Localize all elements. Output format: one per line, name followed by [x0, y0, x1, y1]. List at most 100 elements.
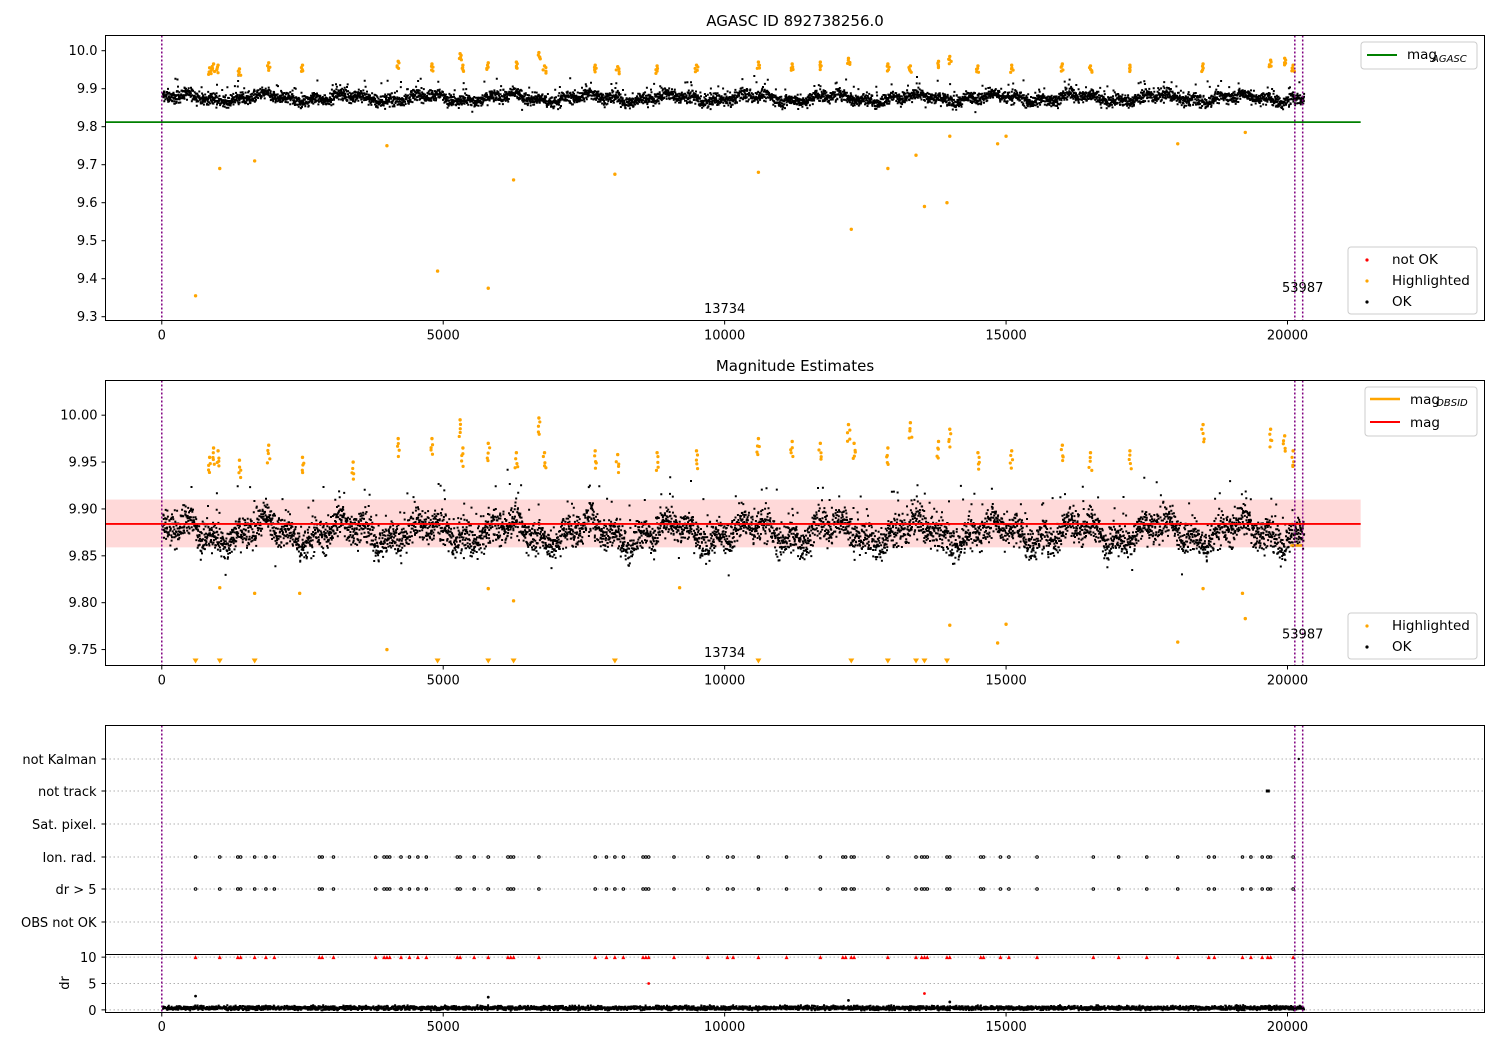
highlighted-point [693, 70, 698, 74]
dr-gt-5-flag [264, 887, 268, 891]
highlighted-point [852, 441, 856, 446]
x-tick-label: 5000 [427, 329, 460, 344]
highlighted-point [1059, 65, 1063, 69]
dr-over-range-marker [784, 955, 789, 960]
dr-gt-5-flag [593, 887, 597, 891]
dr-gt-5-flag [238, 887, 243, 891]
legend2-black-point-swatch [1365, 645, 1369, 649]
legend-mag-obsid-subscript: OBSID [1436, 398, 1468, 409]
dr-over-range-marker [424, 955, 429, 960]
highlighted-point [853, 450, 857, 454]
dr-over-range-marker [818, 955, 823, 960]
dr-gt-5-flag [925, 887, 930, 891]
highlighted-point [789, 68, 793, 72]
x-tick-label: 5000 [427, 674, 460, 689]
highlighted-point [541, 68, 545, 72]
highlighted-point [845, 439, 850, 443]
ion-rad-flag [272, 855, 277, 859]
highlighted-point [217, 456, 221, 460]
highlighted-outlier [252, 159, 257, 163]
dr-over-range-marker [843, 955, 848, 960]
highlighted-outlier [218, 166, 222, 171]
x-tick-label: 20000 [1267, 329, 1308, 344]
highlighted-point [756, 452, 760, 457]
highlighted-point [694, 458, 699, 462]
highlighted-point [461, 63, 465, 67]
ion-rad-flag [331, 855, 336, 859]
highlighted-point [266, 448, 270, 453]
dr-gt-5-flag [981, 887, 986, 891]
panel1-annotation-13734: 13734 [704, 302, 745, 317]
dr-gt-5-flag [947, 887, 952, 891]
highlighted-point [695, 462, 699, 466]
highlighted-point [458, 427, 462, 431]
dr-gt-5-flag [725, 887, 730, 891]
off-scale-marker [510, 658, 517, 664]
x-tick-label: 10000 [704, 329, 745, 344]
dr-gt-5-flag [511, 887, 516, 891]
highlighted-point [237, 465, 242, 469]
dr-gt-5-flag [646, 887, 651, 891]
dr-over-range-marker [387, 955, 392, 960]
highlighted-point [397, 61, 401, 65]
dr-over-range-marker [252, 955, 257, 960]
highlighted-point [1011, 68, 1015, 72]
highlighted-point [215, 68, 219, 72]
dr-over-range-marker [1240, 955, 1245, 960]
dr-over-range-marker [1212, 955, 1217, 960]
dr-gt-5-flag [998, 887, 1003, 891]
highlighted-point [1088, 455, 1092, 460]
panel1-line-legend: mag AGASC [1360, 41, 1478, 70]
ion-rad-flag [373, 855, 378, 859]
dr-gt-5-flag [756, 887, 761, 891]
highlighted-point [237, 458, 242, 462]
x-tick-label: 20000 [1267, 674, 1308, 689]
dr-gt-5-flag [852, 887, 856, 891]
dr-gt-5-flag [1291, 887, 1295, 891]
highlighted-point [694, 449, 699, 453]
dr-gt-5-flag [472, 887, 476, 891]
x-tick-label: 0 [158, 329, 166, 344]
dr-over-range-marker [1260, 955, 1265, 960]
highlighted-point [1009, 453, 1013, 458]
highlighted-point [397, 448, 401, 452]
off-scale-marker [192, 658, 199, 664]
highlighted-point [1061, 458, 1065, 463]
highlighted-point [1291, 449, 1295, 453]
highlighted-point [1088, 459, 1092, 463]
dr-over-range-marker [756, 955, 761, 960]
ion-rad-flag [593, 855, 597, 859]
highlighted-point [1008, 461, 1012, 465]
ion-rad-flag [981, 855, 986, 859]
ion-rad-flag [978, 855, 983, 859]
highlighted-point [593, 454, 597, 458]
highlighted-outlier [948, 134, 952, 138]
highlighted-point [818, 60, 823, 64]
highlighted-point [211, 457, 215, 462]
ion-rad-flag [264, 855, 268, 859]
highlighted-point [947, 62, 951, 66]
dr-over-range-marker [725, 955, 730, 960]
highlighted-point [1290, 455, 1294, 459]
highlighted-point [485, 67, 489, 72]
highlighted-point [217, 464, 221, 468]
dr-over-range-marker [536, 955, 541, 960]
ion-rad-flag [317, 855, 322, 859]
dr-over-range-marker [919, 955, 924, 960]
highlighted-point [1087, 465, 1091, 470]
ion-rad-flag [925, 855, 930, 859]
ion-rad-flag [193, 855, 198, 859]
highlighted-outlier [1201, 586, 1205, 591]
dr-tick-label: 10 [80, 951, 97, 966]
ion-rad-flag [217, 855, 222, 859]
highlighted-point [1010, 63, 1014, 67]
dr-over-range-marker [1116, 955, 1121, 960]
panel2-annotation-53987: 53987 [1282, 627, 1323, 642]
dr-gt-5-flag [486, 887, 491, 891]
highlighted-point [908, 426, 912, 431]
dr-outlier-point [923, 992, 926, 995]
ion-rad-flag [416, 855, 420, 859]
dr-over-range-marker [320, 955, 325, 960]
ion-rad-flag [641, 855, 645, 859]
highlighted-outlier [677, 585, 682, 590]
